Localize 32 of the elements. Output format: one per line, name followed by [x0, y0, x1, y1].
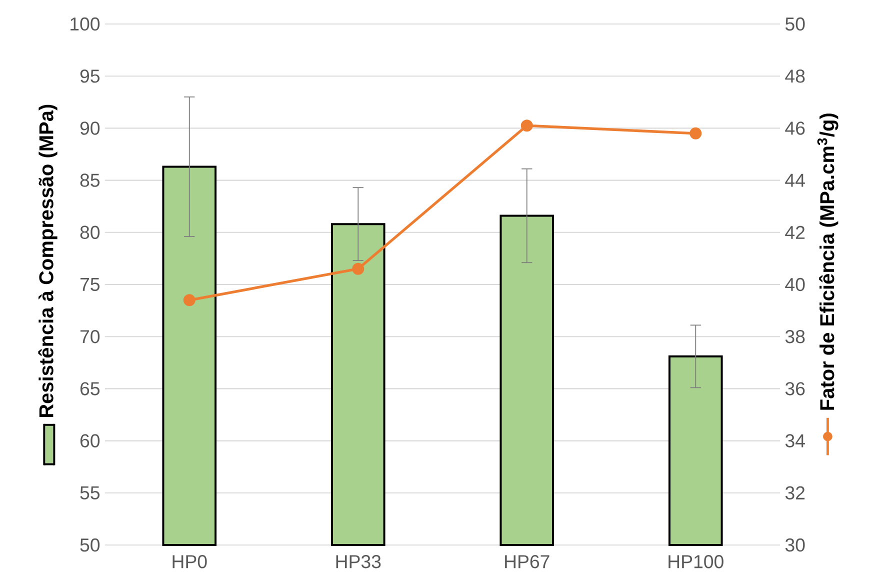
y-tick-label: 70	[80, 330, 100, 344]
x-tick-label: HP33	[336, 555, 381, 568]
y2-tick-label: 40	[785, 278, 805, 292]
y-tick-label: 75	[80, 278, 100, 292]
x-tick-label: HP67	[505, 555, 550, 568]
y2-tick-label: 30	[785, 538, 805, 552]
y-tick-label: 90	[80, 122, 100, 135]
point	[520, 120, 533, 132]
y2-tick-label: 42	[785, 226, 805, 239]
x-tick-label: HP0	[172, 555, 207, 568]
y2-tick-label: 34	[785, 434, 805, 448]
y2-tick-label: 48	[785, 69, 805, 83]
y2-tick-label: 46	[785, 122, 805, 135]
y-tick-label: 100	[70, 17, 100, 31]
y-tick-label: 55	[80, 486, 100, 500]
point	[690, 127, 702, 140]
y-tick-label: 80	[80, 226, 100, 240]
y-tick-label: 65	[80, 382, 100, 396]
y2-tick-label: 38	[785, 330, 805, 344]
y-axis-title: Resistência à Compressão (MPa)	[38, 104, 58, 417]
x-tick-label: HP100	[668, 555, 724, 568]
y2-tick-label: 32	[785, 486, 805, 500]
point	[183, 294, 196, 306]
y2-tick-label: 50	[785, 17, 805, 31]
y-tick-label: 85	[80, 174, 100, 187]
y2-tick-label: 36	[785, 382, 805, 396]
point	[352, 262, 364, 275]
y-tick-label: 95	[80, 69, 100, 83]
y-tick-label: 60	[80, 434, 100, 448]
y2-tick-label: 44	[785, 174, 805, 187]
y2-axis-title: Fator de Eficiência (MPa.cm$^{3}$/g)	[817, 114, 838, 410]
y-tick-label: 50	[80, 538, 100, 552]
